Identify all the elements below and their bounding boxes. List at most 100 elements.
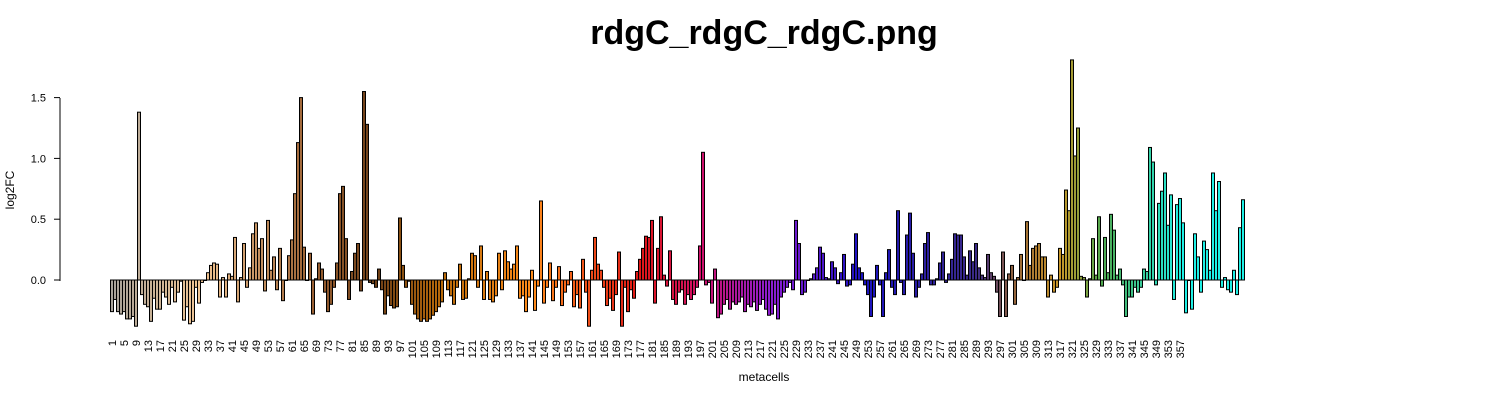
bar-metacell-228 — [791, 279, 795, 291]
x-tick-label: 289 — [971, 340, 983, 358]
bar-metacell-314 — [1049, 274, 1053, 281]
bar-metacell-256 — [875, 264, 879, 281]
x-tick-label: 65 — [299, 340, 311, 352]
bar-metacell-355 — [1172, 279, 1176, 300]
x-tick-label: 49 — [251, 340, 263, 352]
bar-metacell-297 — [998, 279, 1002, 317]
bar-metacell-331 — [1100, 279, 1104, 287]
x-tick-label: 113 — [443, 340, 455, 358]
bar-metacell-136 — [515, 245, 519, 281]
bar-metacell-295 — [992, 275, 996, 281]
bar-metacell-90 — [377, 268, 381, 281]
bar-metacell-242 — [833, 267, 837, 281]
bar-metacell-302 — [1013, 279, 1017, 305]
x-tick-label: 337 — [1115, 340, 1127, 358]
x-tick-label: 37 — [215, 340, 227, 352]
bar-metacell-117 — [458, 263, 462, 281]
y-tick-label: 1.0 — [31, 153, 46, 165]
bar-metacell-304 — [1019, 253, 1023, 281]
x-tick-label: 237 — [815, 340, 827, 358]
x-tick-label: 333 — [1103, 340, 1115, 358]
bar-metacell-359 — [1184, 279, 1188, 314]
bar-metacell-201 — [710, 279, 714, 304]
x-tick-label: 349 — [1151, 340, 1163, 358]
bar-metacell-80 — [347, 279, 351, 300]
x-tick-label: 153 — [563, 340, 575, 358]
x-tick-label: 29 — [191, 340, 203, 352]
bar-metacell-146 — [545, 279, 549, 288]
x-tick-label: 1 — [107, 340, 119, 346]
bar-metacell-30 — [197, 279, 201, 304]
x-tick-label: 157 — [575, 340, 587, 358]
bar-metacell-52 — [263, 279, 267, 292]
bar-metacell-374 — [1229, 279, 1233, 293]
bar-metacell-262 — [893, 279, 897, 296]
x-tick-label: 209 — [731, 340, 743, 358]
bar-metacell-187 — [668, 250, 672, 281]
x-tick-label: 41 — [227, 340, 239, 352]
bar-metacell-337 — [1118, 268, 1122, 281]
bar-metacell-263 — [896, 210, 900, 281]
x-tick-label: 9 — [131, 340, 143, 346]
bar-metacell-181 — [650, 219, 654, 281]
x-tick-label: 181 — [647, 340, 659, 358]
x-tick-label: 225 — [779, 340, 791, 358]
bar-metacell-150 — [557, 266, 561, 281]
x-tick-label: 197 — [695, 340, 707, 358]
bar-metacell-349 — [1154, 279, 1158, 286]
x-tick-label: 89 — [371, 340, 383, 352]
x-tick-label: 213 — [743, 340, 755, 358]
bar-metacell-301 — [1010, 264, 1014, 281]
bar-metacell-98 — [401, 264, 405, 281]
bar-metacell-55 — [272, 256, 276, 281]
bar-metacell-131 — [500, 279, 504, 291]
bar-metacell-154 — [569, 270, 573, 281]
bar-metacell-258 — [881, 279, 885, 317]
x-tick-label: 341 — [1127, 340, 1139, 358]
x-tick-label: 185 — [659, 340, 671, 358]
x-tick-label: 233 — [803, 340, 815, 358]
bar-metacell-371 — [1220, 279, 1224, 288]
bar-metacell-144 — [539, 200, 543, 281]
x-tick-label: 125 — [479, 340, 491, 358]
bar-metacell-169 — [614, 279, 618, 296]
bar-metacell-65 — [302, 246, 306, 281]
bar-metacell-37 — [218, 279, 222, 298]
bar-metacell-56 — [275, 279, 279, 291]
x-tick-label: 353 — [1163, 340, 1175, 358]
bar-metacell-268 — [911, 252, 915, 281]
x-axis-label: metacells — [739, 370, 790, 384]
bar-metacell-378 — [1241, 199, 1245, 281]
x-tick-label: 177 — [635, 340, 647, 358]
bar-metacell-238 — [821, 252, 825, 281]
x-tick-label: 165 — [599, 340, 611, 358]
bar-metacell-270 — [917, 279, 921, 288]
bar-metacell-9 — [134, 279, 138, 327]
x-tick-label: 161 — [587, 340, 599, 358]
bar-metacell-376 — [1235, 279, 1239, 296]
x-tick-label: 257 — [875, 340, 887, 358]
x-tick-label: 285 — [959, 340, 971, 358]
bar-metacell-96 — [395, 279, 399, 308]
y-tick-label: 0.5 — [31, 214, 46, 226]
x-tick-label: 145 — [539, 340, 551, 358]
bar-metacell-143 — [536, 279, 540, 287]
bar-metacell-170 — [617, 251, 621, 281]
x-tick-label: 93 — [383, 340, 395, 352]
bar-metacell-57 — [278, 247, 282, 281]
bar-metacell-185 — [662, 274, 666, 281]
bar-metacell-86 — [365, 123, 369, 281]
bar-metacell-51 — [260, 238, 264, 281]
x-tick-label: 305 — [1019, 340, 1031, 358]
bar-metacell-184 — [659, 216, 663, 281]
x-tick-label: 53 — [263, 340, 275, 352]
x-tick-label: 325 — [1079, 340, 1091, 358]
bar-metacell-275 — [932, 279, 936, 286]
bar-metacell-298 — [1001, 251, 1005, 281]
bar-metacell-273 — [926, 232, 930, 281]
x-tick-label: 169 — [611, 340, 623, 358]
bar-metacell-124 — [479, 245, 483, 281]
x-tick-label: 21 — [167, 340, 179, 352]
x-tick-label: 297 — [995, 340, 1007, 358]
